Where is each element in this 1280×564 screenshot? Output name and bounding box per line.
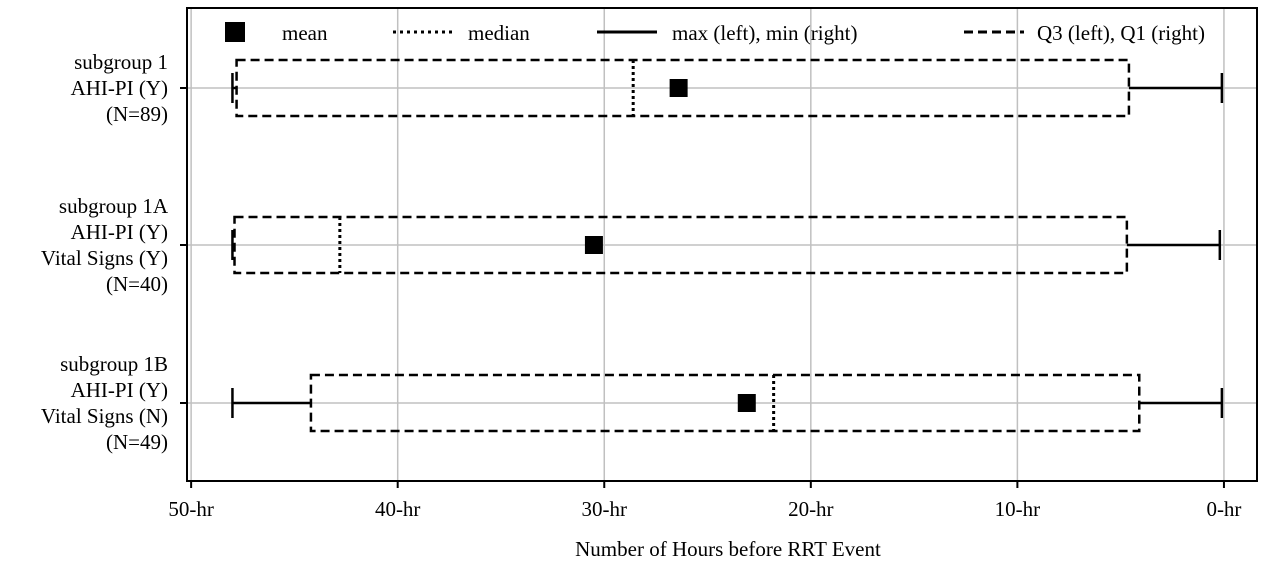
- legend: mean median max (left), min (right) Q3 (lef…: [225, 21, 1205, 45]
- row-label-line: subgroup 1: [74, 50, 168, 74]
- legend-label-mean: mean: [282, 21, 328, 45]
- row-label-line: (N=40): [106, 272, 168, 296]
- legend-label-minmax: max (left), min (right): [672, 21, 857, 45]
- x-tick-label: 50-hr: [168, 497, 214, 521]
- x-tick-label: 0-hr: [1206, 497, 1241, 521]
- row-label-line: AHI-PI (Y): [71, 76, 168, 100]
- row-label-line: (N=89): [106, 102, 168, 126]
- x-tick-label: 30-hr: [582, 497, 628, 521]
- legend-label-median: median: [468, 21, 530, 45]
- row-label-line: AHI-PI (Y): [71, 378, 168, 402]
- legend-label-quartile: Q3 (left), Q1 (right): [1037, 21, 1205, 45]
- row-label-line: AHI-PI (Y): [71, 220, 168, 244]
- mean-marker: [669, 79, 688, 97]
- row-label-line: subgroup 1B: [60, 352, 168, 376]
- quartile-box: [235, 58, 1131, 118]
- quartile-box: [233, 215, 1129, 275]
- row-label-line: subgroup 1A: [59, 194, 169, 218]
- box-layer: [231, 58, 1224, 433]
- row-label-line: Vital Signs (Y): [41, 246, 168, 270]
- quartile-box: [309, 373, 1141, 433]
- mean-marker: [584, 236, 603, 254]
- plot-frame: [186, 7, 1258, 482]
- row-label-line: (N=49): [106, 430, 168, 454]
- x-tick-label: 40-hr: [375, 497, 421, 521]
- legend-mean-symbol: [225, 22, 245, 42]
- grid-layer: [180, 8, 1257, 488]
- x-tick-label: 10-hr: [995, 497, 1041, 521]
- x-axis-title: Number of Hours before RRT Event: [575, 537, 881, 561]
- mean-marker: [737, 394, 756, 412]
- x-tick-label: 20-hr: [788, 497, 834, 521]
- row-label-line: Vital Signs (N): [41, 404, 168, 428]
